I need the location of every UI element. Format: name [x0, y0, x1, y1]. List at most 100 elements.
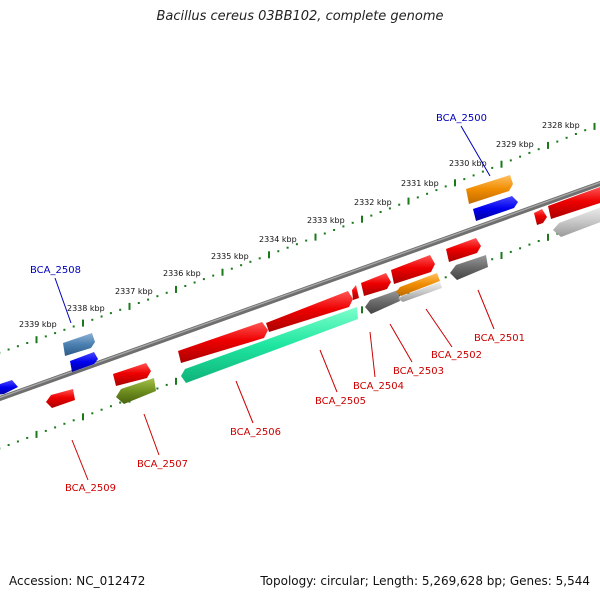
gene-bca-2504-arrow[interactable]	[361, 273, 391, 296]
leader-bca-2501	[477, 289, 495, 330]
scale-minor-tick	[481, 170, 484, 173]
scale-minor-tick	[444, 276, 447, 279]
scale-minor-tick	[137, 302, 140, 304]
scale-minor-tick	[119, 308, 122, 311]
scale-major-tick	[314, 233, 317, 241]
scale-minor-tick	[54, 332, 57, 335]
scale-minor-tick	[72, 419, 75, 422]
gene-label-bca-2500[interactable]: BCA_2500	[436, 113, 487, 124]
gene-bca-2508-partner-arrow[interactable]	[70, 352, 98, 372]
scale-major-tick	[175, 285, 177, 293]
leader-bca-2509	[71, 439, 89, 481]
leader-bca-2503	[389, 323, 413, 363]
scale-minor-tick	[295, 243, 298, 246]
scale-minor-tick	[249, 260, 252, 263]
scale-minor-tick	[26, 342, 29, 344]
scale-minor-tick	[556, 140, 559, 143]
gene-label-bca-2507[interactable]: BCA_2507	[137, 459, 188, 470]
scale-minor-tick	[388, 207, 391, 210]
gene-label-bca-2501[interactable]: BCA_2501	[474, 333, 525, 344]
gene-bca-2505-arrow[interactable]	[266, 291, 353, 332]
gene-label-bca-2505[interactable]: BCA_2505	[315, 396, 366, 407]
scale-minor-tick	[519, 247, 522, 250]
gene-label-bca-2502[interactable]: BCA_2502	[431, 350, 482, 361]
gene-bca-2503-grey-arrow[interactable]	[365, 290, 400, 314]
scale-minor-tick	[44, 335, 47, 338]
scale-minor-tick	[72, 325, 75, 328]
scale-minor-tick	[426, 192, 429, 195]
scale-minor-tick	[165, 291, 168, 294]
gene-bca-2502-grey-arrow[interactable]	[398, 282, 442, 302]
gene-label-bca-2504[interactable]: BCA_2504	[353, 381, 404, 392]
gene-bca-2501-grey-arrow[interactable]	[450, 255, 488, 280]
scale-minor-tick	[351, 221, 354, 224]
scale-minor-tick	[537, 240, 540, 242]
scale-major-tick	[547, 233, 549, 241]
kbp-label-2335: 2335 kbp	[211, 252, 249, 261]
scale-major-tick	[593, 122, 596, 130]
scale-minor-tick	[528, 243, 531, 246]
kbp-label-2330: 2330 kbp	[449, 159, 487, 168]
scale-minor-tick	[54, 426, 57, 429]
scale-minor-tick	[472, 174, 475, 177]
gene-label-bca-2506[interactable]: BCA_2506	[230, 427, 281, 438]
scale-minor-tick	[156, 387, 159, 390]
scale-minor-tick	[230, 267, 233, 270]
gene-bca-2508-arrow[interactable]	[63, 333, 95, 356]
gene-label-bca-2503[interactable]: BCA_2503	[393, 366, 444, 377]
scale-major-tick	[82, 413, 84, 421]
gene-bca-2506-teal-arrow[interactable]	[181, 307, 358, 383]
scale-major-tick	[500, 252, 503, 259]
gene-bca-2502-orange-arrow[interactable]	[396, 273, 440, 296]
map-title: Bacillus cereus 03BB102, complete genome	[156, 9, 444, 24]
scale-major-tick	[82, 319, 84, 327]
scale-minor-tick	[333, 229, 336, 231]
gene-bca-2509-arrow[interactable]	[46, 389, 75, 408]
scale-major-tick	[35, 430, 38, 438]
scale-minor-tick	[147, 298, 150, 301]
scale-minor-tick	[537, 148, 540, 151]
gene-arrow-forward[interactable]	[548, 187, 600, 219]
scale-minor-tick	[212, 274, 215, 277]
scale-major-tick	[361, 306, 363, 314]
scale-minor-tick	[398, 294, 401, 297]
gene-bca-2500-partner-arrow[interactable]	[473, 196, 518, 221]
scale-minor-tick	[528, 151, 531, 154]
scale-minor-tick	[305, 239, 308, 242]
scale-major-tick	[175, 377, 177, 385]
gene-bca-2503-arrow[interactable]	[391, 255, 435, 284]
scale-minor-tick	[416, 196, 419, 199]
scale-minor-tick	[184, 285, 187, 287]
scale-minor-tick	[165, 383, 168, 386]
gene-label-bca-2508[interactable]: BCA_2508	[30, 265, 81, 276]
gene-arrow-forward[interactable]	[113, 363, 151, 386]
gene-label-bca-2509[interactable]: BCA_2509	[65, 483, 116, 494]
scale-minor-tick	[193, 281, 196, 284]
scale-minor-tick	[156, 295, 159, 298]
leader-bca-2505	[319, 349, 338, 393]
scale-major-tick	[454, 179, 456, 187]
gene-bca-2507-arrow[interactable]	[116, 378, 156, 404]
genome-backbone	[0, 180, 600, 402]
gene-bca-2500-arrow[interactable]	[466, 175, 513, 204]
scale-minor-tick	[584, 129, 587, 132]
scale-minor-tick	[379, 211, 382, 213]
forward-strand-genes	[0, 175, 600, 395]
gene-bca-2506-arrow[interactable]	[178, 322, 268, 363]
kbp-label-2339: 2339 kbp	[19, 320, 57, 329]
kbp-label-2332: 2332 kbp	[354, 198, 392, 207]
gene-bca-2501-arrow[interactable]	[446, 238, 481, 262]
leader-bca-2506	[235, 380, 254, 424]
gene-labels: BCA_2500 BCA_2508 BCA_2501 BCA_2502 BCA_…	[30, 113, 525, 494]
kbp-label-2333: 2333 kbp	[307, 216, 345, 225]
scale-minor-tick	[7, 444, 10, 446]
kbp-label-2328: 2328 kbp	[542, 121, 580, 130]
gene-arrow-forward[interactable]	[0, 380, 18, 395]
scale-minor-tick	[7, 348, 10, 351]
gene-grey-arrow-edge[interactable]	[553, 206, 600, 237]
kbp-label-2329: 2329 kbp	[496, 140, 534, 149]
gene-arrow-forward[interactable]	[534, 209, 547, 225]
scale-minor-tick	[119, 401, 122, 404]
gene-arrow-forward[interactable]	[352, 285, 359, 300]
